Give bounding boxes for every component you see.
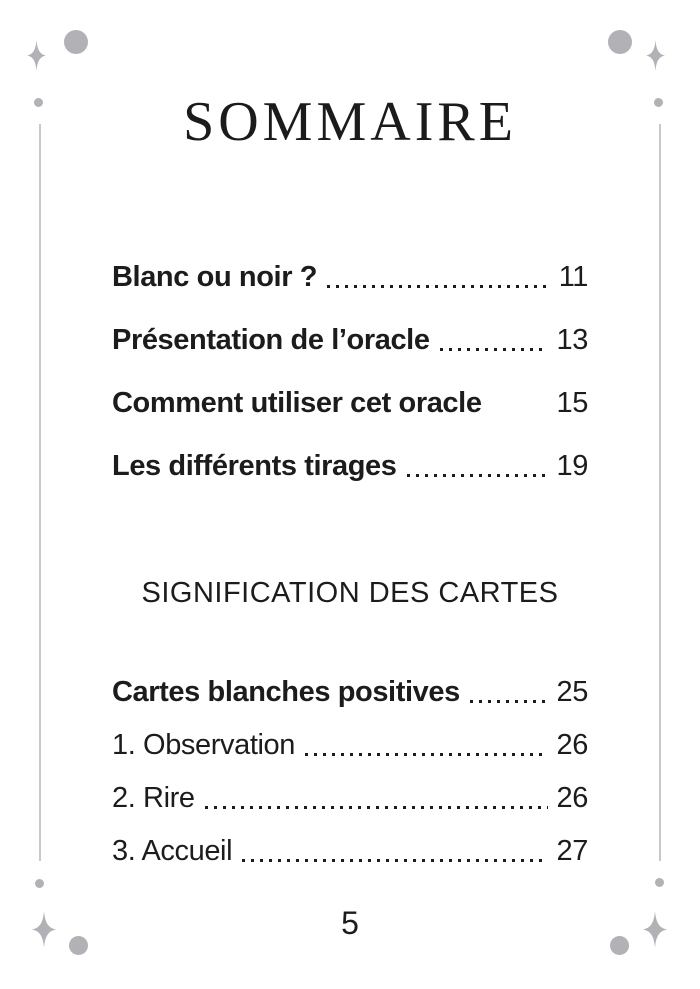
small-dot-icon — [655, 878, 664, 887]
large-dot-icon — [610, 936, 629, 955]
toc-page-number: 26 — [556, 782, 589, 814]
dot-leader — [492, 411, 548, 414]
sparkle-icon — [32, 911, 56, 948]
toc-entry: 3. Accueil 27 — [112, 825, 588, 878]
dot-leader — [406, 474, 548, 477]
toc-page-number: 11 — [558, 261, 589, 293]
small-dot-icon — [654, 98, 663, 107]
dot-leader — [204, 806, 548, 809]
section-heading: SIGNIFICATION DES CARTES — [141, 577, 559, 609]
toc-entry-label: Comment utiliser cet oracle — [112, 387, 482, 419]
sparkle-icon — [643, 911, 667, 948]
small-dot-icon — [34, 98, 43, 107]
toc-section-cards: Cartes blanches positives 25 1. Observat… — [112, 666, 588, 878]
dot-leader — [305, 753, 548, 756]
dot-leader — [242, 859, 548, 862]
toc-entry: Blanc ou noir ? 11 — [112, 246, 588, 309]
dot-leader — [469, 700, 548, 703]
toc-page-number: 15 — [556, 387, 589, 419]
toc-entry-label: Les différents tirages — [112, 450, 397, 482]
large-dot-icon — [608, 30, 632, 54]
toc-page-number: 19 — [556, 450, 589, 482]
toc-section-intro: Blanc ou noir ? 11 Présentation de l’ora… — [112, 246, 588, 498]
margin-line-left — [39, 124, 41, 861]
dot-leader — [327, 285, 550, 288]
toc-entry: Comment utiliser cet oracle 15 — [112, 372, 588, 435]
sparkle-icon — [646, 40, 665, 71]
toc-page-number: 13 — [556, 324, 589, 356]
toc-entry-label: 2. Rire — [112, 782, 195, 814]
large-dot-icon — [69, 936, 88, 955]
margin-line-right — [659, 124, 661, 861]
toc-entry: Présentation de l’oracle 13 — [112, 309, 588, 372]
large-dot-icon — [64, 30, 88, 54]
toc-page-number: 27 — [556, 835, 589, 867]
toc-page-number: 25 — [556, 676, 589, 708]
sparkle-icon — [27, 40, 46, 71]
toc-entry-label: 3. Accueil — [112, 835, 233, 867]
small-dot-icon — [35, 879, 44, 888]
toc-entry-label: Cartes blanches positives — [112, 676, 460, 708]
dot-leader — [439, 348, 548, 351]
page-number: 5 — [341, 905, 359, 941]
page-title: SOMMAIRE — [183, 91, 517, 153]
toc-entry: 1. Observation 26 — [112, 719, 588, 772]
toc-entry: 2. Rire 26 — [112, 772, 588, 825]
toc-entry: Les différents tirages 19 — [112, 435, 588, 498]
toc-entry-label: 1. Observation — [112, 729, 295, 761]
toc-entry: Cartes blanches positives 25 — [112, 666, 588, 719]
toc-entry-label: Blanc ou noir ? — [112, 261, 318, 293]
toc-entry-label: Présentation de l’oracle — [112, 324, 430, 356]
toc-page-number: 26 — [556, 729, 589, 761]
